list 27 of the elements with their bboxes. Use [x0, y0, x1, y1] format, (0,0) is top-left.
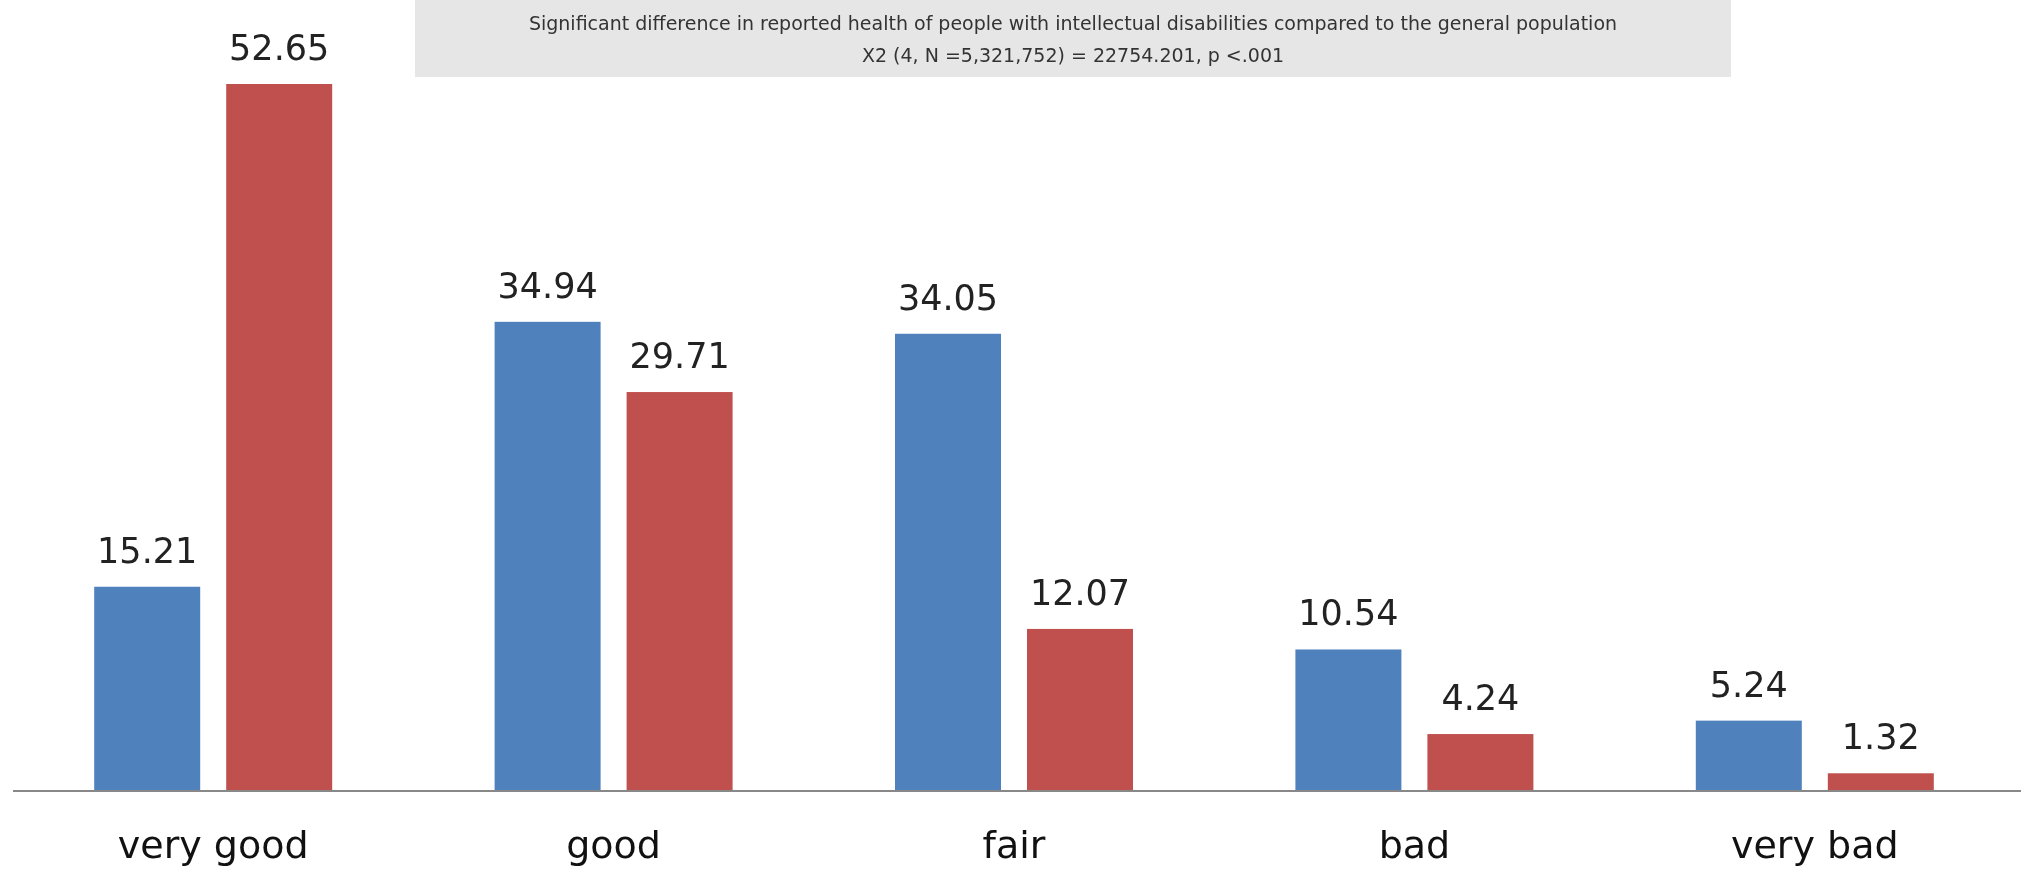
data-label: 52.65	[229, 28, 330, 68]
bar	[1295, 649, 1402, 791]
data-label: 12.07	[1029, 572, 1131, 613]
data-label: 15.21	[97, 530, 198, 571]
bar	[494, 321, 601, 791]
data-label: 1.32	[1841, 717, 1920, 758]
bar	[1827, 773, 1934, 791]
x-tick-label: fair	[982, 823, 1046, 867]
x-tick-label: good	[566, 823, 661, 867]
chart-subtitle: X2 (4, N =5,321,752) = 22754.201, p <.001	[861, 44, 1285, 66]
data-label: 34.94	[497, 265, 598, 306]
bar	[1027, 628, 1133, 791]
x-tick-label: very bad	[1731, 823, 1899, 867]
data-label: 29.71	[629, 336, 730, 377]
chart-title: Significant difference in reported health of people with intellectual disabilities compared to the general population	[528, 12, 1618, 34]
x-tick-label: bad	[1378, 823, 1451, 867]
data-label: 5.24	[1709, 664, 1788, 705]
data-label: 10.54	[1298, 593, 1399, 634]
x-tick-label: very good	[117, 823, 309, 867]
bar	[1695, 720, 1802, 791]
bar	[1427, 734, 1534, 791]
bar	[626, 392, 733, 791]
bar	[226, 84, 333, 791]
bar	[895, 333, 1001, 791]
data-label: 4.24	[1441, 678, 1520, 719]
data-label: 34.05	[897, 277, 999, 318]
bar	[94, 586, 201, 791]
